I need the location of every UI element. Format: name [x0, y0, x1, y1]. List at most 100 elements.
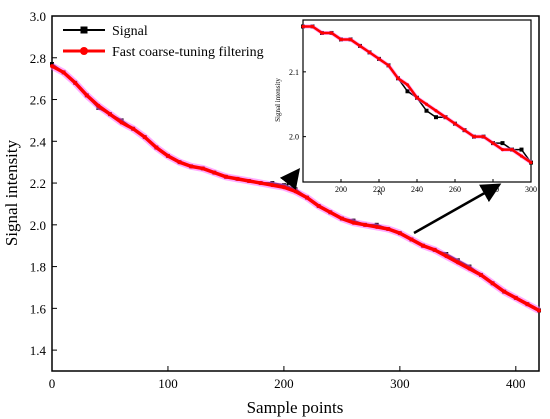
inset-filter-point	[500, 148, 505, 152]
inset-filter-point	[367, 50, 372, 55]
filter-point	[281, 185, 286, 190]
filter-point	[328, 210, 333, 215]
y-tick-label: 1.4	[30, 343, 47, 358]
inset-filter-point	[377, 57, 381, 61]
filter-point	[513, 295, 518, 300]
filter-point	[142, 135, 147, 140]
filter-point	[444, 254, 449, 259]
plot-frame	[51, 15, 540, 372]
inset-signal-point	[500, 141, 505, 146]
main-axes: 0 100 200 300 400 1.4 1.6 1.8 2.0 2.2 2.4 2.6 2.8 3.0	[30, 9, 526, 391]
y-tick-label: 1.6	[30, 301, 47, 316]
inset-signal-point	[434, 115, 438, 120]
y-tick-label: 3.0	[30, 9, 46, 24]
inset-filter-point	[320, 31, 324, 35]
inset-filter-point	[481, 135, 486, 139]
filter-point	[397, 231, 402, 236]
inset-filter-point	[301, 24, 305, 29]
filter-point	[363, 222, 368, 227]
inset-filter-point	[510, 148, 514, 152]
filter-point	[212, 170, 217, 175]
filter-point	[235, 176, 240, 181]
filter-point	[247, 178, 252, 183]
filter-point	[119, 120, 124, 125]
filter-point	[339, 216, 344, 221]
inset-x-tick-label: 300	[525, 185, 537, 194]
filter-point	[502, 289, 507, 294]
filter-point	[351, 220, 356, 225]
filter-point	[200, 166, 205, 171]
legend: Signal Fast coarse-tuning filtering	[58, 19, 303, 63]
filter-point	[107, 112, 112, 117]
signal-point	[50, 62, 54, 67]
inset-filter-point	[443, 115, 448, 119]
inset-filter-point	[462, 128, 467, 132]
inset-filter-point	[358, 44, 362, 48]
filter-point	[293, 189, 298, 194]
filter-point	[131, 126, 136, 131]
filter-point	[177, 160, 182, 165]
inset-filter-point	[405, 83, 410, 87]
legend-filter-marker	[80, 47, 88, 55]
legend-box	[58, 19, 303, 63]
inset-x-tick-label: 240	[411, 185, 423, 194]
inset-filter-point	[529, 160, 533, 165]
inset-filter-point	[424, 102, 429, 106]
inset-x-tick-label: 200	[335, 185, 347, 194]
filter-point	[537, 308, 541, 313]
legend-filter-label: Fast coarse-tuning filtering	[112, 45, 264, 60]
inset-signal-point	[424, 108, 429, 113]
inset-x-axis-label: N	[377, 189, 382, 197]
x-tick-label: 200	[274, 376, 294, 391]
inset-x-tick-label: 260	[449, 185, 461, 194]
x-tick-label: 100	[158, 376, 178, 391]
filter-point	[421, 243, 426, 248]
filter-point	[305, 195, 310, 200]
inset-filter-point	[348, 37, 353, 42]
filter-point	[189, 164, 194, 169]
filter-point	[432, 247, 437, 252]
y-axis-label: Signal intensity	[2, 139, 21, 246]
filter-point	[223, 174, 228, 179]
x-axis-label: Sample points	[247, 398, 344, 417]
filter-point	[455, 260, 460, 265]
inset-filter-point	[472, 135, 476, 139]
y-tick-label: 2.6	[30, 93, 47, 108]
inset-filter-point	[339, 37, 343, 42]
inset-filter-point	[310, 24, 315, 29]
legend-signal-label: Signal	[112, 24, 148, 39]
filter-point	[154, 145, 159, 150]
y-tick-label: 2.4	[30, 134, 47, 149]
inset-x-tick-label: 220	[373, 185, 385, 194]
filter-point	[73, 80, 78, 85]
filter-point	[525, 302, 530, 307]
inset-filter-point	[386, 63, 391, 67]
x-tick-label: 400	[506, 376, 526, 391]
filter-point	[386, 227, 391, 231]
y-tick-label: 2.0	[30, 218, 46, 233]
y-tick-label: 1.8	[30, 260, 46, 275]
inset: 2002202402602803002.02.1 N Signal intens…	[274, 19, 537, 197]
inset-filter-point	[434, 109, 438, 113]
inset-y-tick-label: 2.0	[289, 133, 299, 142]
inset-y-axis-label: Signal intensity	[274, 78, 282, 122]
filter-point	[50, 64, 54, 69]
inset-filter-point	[329, 31, 334, 35]
filter-point	[270, 183, 275, 188]
filter-point	[84, 93, 89, 98]
inset-signal-point	[405, 89, 410, 94]
inset-arrow-right	[413, 183, 502, 235]
filter-point	[96, 103, 101, 108]
filter-point	[258, 181, 263, 186]
inset-y-tick-label: 2.1	[289, 68, 299, 77]
filter-point	[409, 237, 414, 242]
filter-point	[374, 224, 379, 229]
filter-point	[61, 70, 66, 75]
filter-point	[467, 266, 472, 271]
inset-series	[301, 24, 533, 165]
x-tick-label: 0	[49, 376, 56, 391]
inset-filter-point	[415, 96, 419, 100]
y-tick-label: 2.8	[30, 51, 46, 66]
inset-filter-point	[453, 122, 457, 126]
